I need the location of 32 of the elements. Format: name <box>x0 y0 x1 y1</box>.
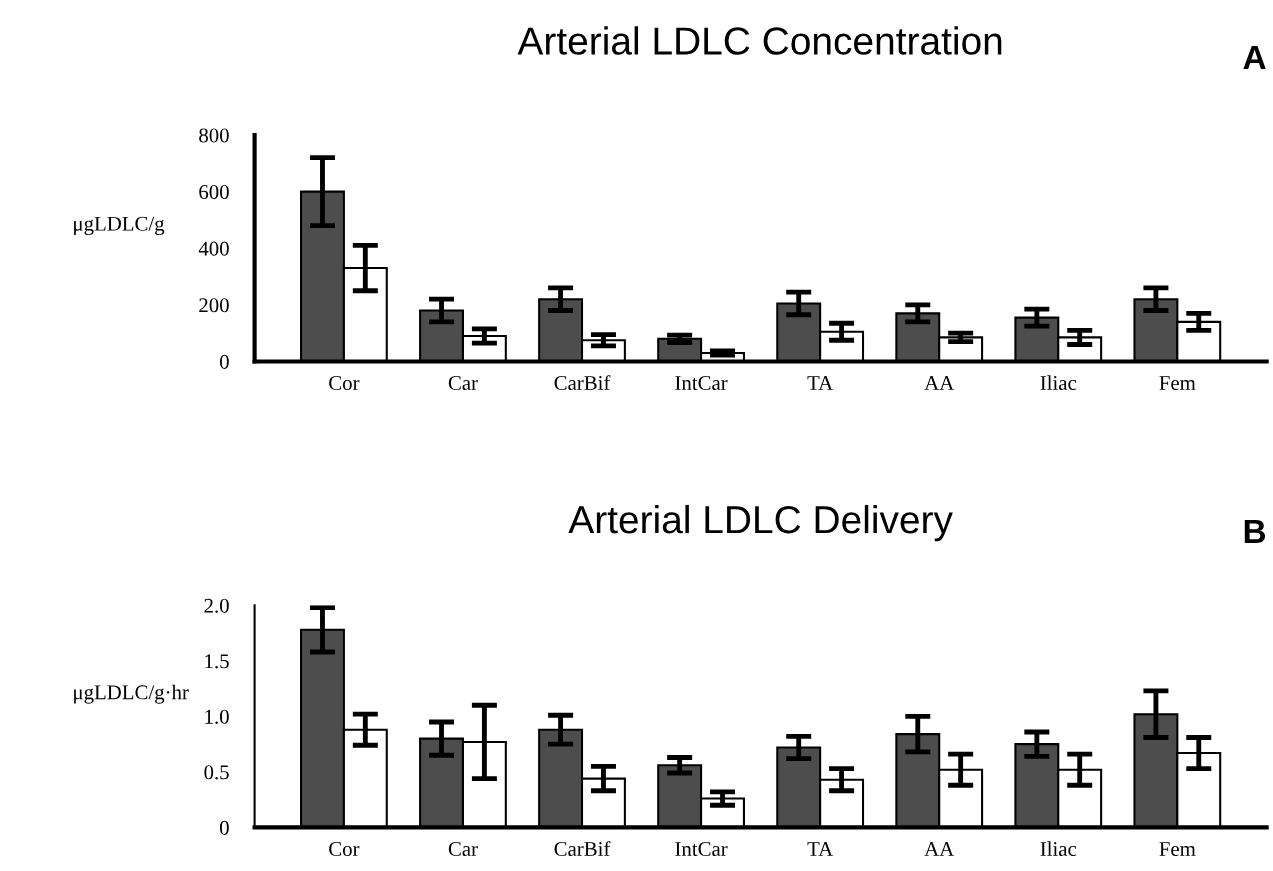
x-tick-label: Iliac <box>1040 375 1077 391</box>
y-tick-label: 600 <box>199 184 229 200</box>
y-tick-label: 2.0 <box>204 598 229 613</box>
y-axis-title: μgLDLC/g·hr <box>74 684 189 704</box>
x-tick-label: Fem <box>1159 842 1196 856</box>
y-tick-label: 800 <box>199 128 229 143</box>
y-tick-label: 0 <box>219 354 229 369</box>
x-tick-label: AA <box>924 376 955 390</box>
y-tick-label: 200 <box>199 298 229 313</box>
y-tick-label: 1.0 <box>205 709 229 724</box>
chart-title: Arterial LDLC Concentration <box>517 26 1002 55</box>
y-tick-label: 0.5 <box>204 765 229 780</box>
x-tick-label: IntCar <box>675 376 728 391</box>
x-tick-label: CarBif <box>554 375 611 391</box>
y-tick-label: 400 <box>198 241 229 256</box>
x-tick-label: Iliac <box>1040 841 1077 856</box>
y-axis-title: μgLDLC/g <box>74 216 165 236</box>
x-tick-label: Cor <box>329 376 360 391</box>
x-tick-label: Cor <box>329 842 360 856</box>
text: B <box>1244 519 1266 543</box>
x-tick-label: Fem <box>1159 376 1196 391</box>
x-tick-label: TA <box>807 376 834 390</box>
y-tick-label: 0 <box>219 820 229 835</box>
y-tick-label: 1.5 <box>205 654 229 669</box>
x-tick-label: AA <box>924 842 955 856</box>
x-tick-label: Car <box>448 376 478 391</box>
x-tick-label: Car <box>448 842 478 856</box>
x-tick-label: TA <box>807 842 834 856</box>
chart-title: Arterial LDLC Delivery <box>568 504 953 542</box>
x-tick-label: IntCar <box>675 842 728 856</box>
x-tick-label: CarBif <box>554 841 611 856</box>
text: A <box>1243 45 1266 69</box>
